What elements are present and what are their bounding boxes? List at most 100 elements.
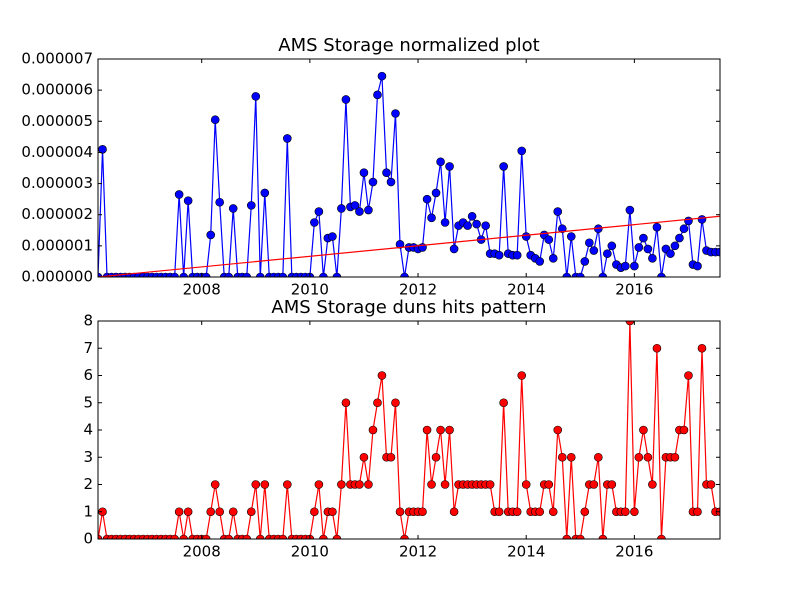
data-point xyxy=(427,480,436,489)
data-point xyxy=(679,224,689,234)
x-tick-label: 2012 xyxy=(399,281,437,299)
y-tick-label: 0.000004 xyxy=(21,143,93,161)
data-point xyxy=(621,507,630,517)
data-point xyxy=(639,425,648,435)
data-point xyxy=(512,507,522,517)
data-point xyxy=(521,232,531,241)
data-point xyxy=(521,480,531,489)
data-point xyxy=(603,249,612,258)
data-point xyxy=(246,201,256,210)
data-point xyxy=(170,272,179,277)
data-point xyxy=(566,232,576,241)
data-point xyxy=(598,534,608,539)
data-point xyxy=(278,272,288,277)
data-point xyxy=(499,398,508,408)
data-point xyxy=(201,272,211,277)
data-point xyxy=(445,162,454,171)
data-point xyxy=(463,221,472,230)
data-point xyxy=(391,398,400,408)
data-point xyxy=(535,507,545,517)
data-point xyxy=(391,109,400,118)
y-tick-label: 3 xyxy=(83,448,93,466)
data-point xyxy=(255,272,265,277)
data-point xyxy=(215,197,224,207)
y-tick-label: 8 xyxy=(83,312,93,330)
data-point xyxy=(562,534,572,539)
data-point xyxy=(98,145,107,154)
data-point xyxy=(283,134,292,143)
data-point xyxy=(373,398,382,408)
data-point xyxy=(183,507,193,517)
data-point xyxy=(553,425,563,435)
data-point xyxy=(246,507,256,517)
data-point xyxy=(494,250,504,260)
data-point xyxy=(517,371,527,380)
y-tick-label: 0.000000 xyxy=(21,268,93,286)
y-tick-label: 2 xyxy=(83,475,93,493)
y-tick-label: 7 xyxy=(83,339,93,357)
data-point xyxy=(359,452,369,462)
data-point xyxy=(557,224,567,234)
data-point xyxy=(697,215,707,224)
data-point xyxy=(337,480,346,489)
x-tick-label: 2008 xyxy=(183,543,221,561)
data-point xyxy=(251,480,261,489)
data-point xyxy=(427,213,436,223)
data-point xyxy=(170,534,179,539)
data-point xyxy=(242,272,252,277)
data-point xyxy=(224,534,234,539)
data-point xyxy=(373,90,382,100)
y-tick-label: 0 xyxy=(83,530,93,548)
data-point xyxy=(436,425,445,435)
data-point xyxy=(98,534,103,539)
data-point xyxy=(630,507,639,517)
data-point xyxy=(544,480,554,489)
data-point xyxy=(648,254,657,263)
data-point xyxy=(440,218,450,227)
x-tick-label: 2008 xyxy=(183,281,221,299)
x-tick-label: 2012 xyxy=(399,543,437,561)
data-point xyxy=(643,244,653,254)
data-point xyxy=(575,534,585,539)
data-point xyxy=(341,398,351,408)
data-point xyxy=(585,238,594,248)
axes-frame xyxy=(97,58,721,278)
y-tick-label: 0.000007 xyxy=(21,50,93,68)
data-point xyxy=(314,207,324,216)
data-point xyxy=(598,272,608,277)
data-point xyxy=(215,507,224,517)
data-point xyxy=(368,425,378,435)
data-point xyxy=(625,205,635,215)
data-point xyxy=(260,188,270,198)
data-point xyxy=(422,425,432,435)
data-point xyxy=(548,507,558,517)
data-point xyxy=(657,272,666,277)
data-point xyxy=(368,177,378,187)
data-point xyxy=(98,272,103,277)
data-point xyxy=(670,241,680,251)
data-point xyxy=(174,507,184,517)
y-tick-label: 5 xyxy=(83,393,93,411)
data-point xyxy=(494,507,504,517)
data-point xyxy=(607,480,617,489)
data-point xyxy=(179,534,188,539)
x-tick-label: 2016 xyxy=(615,281,653,299)
data-point xyxy=(341,95,351,104)
data-point xyxy=(607,241,617,251)
data-point xyxy=(386,452,396,462)
x-tick-label: 2014 xyxy=(507,281,545,299)
x-tick-label: 2014 xyxy=(507,543,545,561)
data-point xyxy=(386,177,396,187)
data-point xyxy=(251,92,261,101)
data-point xyxy=(174,190,184,199)
data-point xyxy=(580,507,590,517)
data-point xyxy=(431,188,441,198)
data-point xyxy=(328,232,337,241)
data-point xyxy=(625,321,635,326)
data-point xyxy=(228,507,238,517)
data-point xyxy=(517,146,527,156)
data-point xyxy=(332,272,342,277)
data-point xyxy=(350,201,360,210)
y-tick-label: 0.000001 xyxy=(21,236,93,254)
